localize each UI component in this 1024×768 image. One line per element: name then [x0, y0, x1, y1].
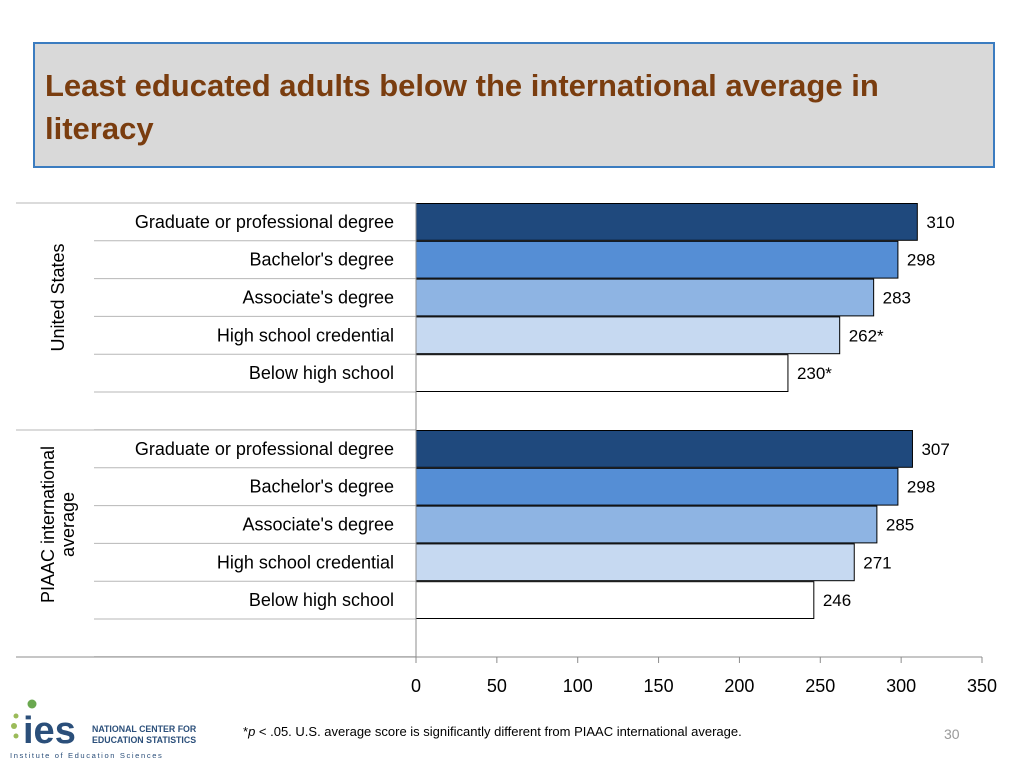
- x-tick-label: 200: [724, 676, 754, 696]
- group-label: average: [58, 492, 78, 557]
- category-label: Graduate or professional degree: [135, 212, 394, 232]
- category-label: Bachelor's degree: [249, 250, 394, 270]
- data-label: 298: [907, 478, 935, 497]
- x-tick-label: 300: [886, 676, 916, 696]
- bar-associate: [415, 278, 875, 317]
- data-label: 271: [863, 553, 891, 572]
- logo-line3: Institute of Education Sciences: [10, 751, 163, 760]
- logo-mark: ies: [23, 710, 76, 752]
- bar-associate: [415, 505, 878, 544]
- data-label: 310: [926, 213, 954, 232]
- bar-below: [415, 581, 815, 620]
- bar-below: [415, 354, 789, 393]
- footnote-star: *: [243, 724, 249, 739]
- logo-line1: NATIONAL CENTER FOR: [92, 724, 197, 734]
- category-label: Associate's degree: [242, 288, 394, 308]
- title-box: Least educated adults below the internat…: [33, 42, 995, 168]
- footnote-text: < .05. U.S. average score is significant…: [255, 724, 742, 739]
- x-tick-label: 100: [563, 676, 593, 696]
- data-label: 246: [823, 591, 851, 610]
- data-label: 307: [921, 440, 949, 459]
- data-label: 283: [883, 289, 911, 308]
- logo-line2: EDUCATION STATISTICS: [92, 735, 196, 745]
- group-label: United States: [48, 243, 68, 351]
- x-tick-label: 0: [411, 676, 421, 696]
- category-label: Below high school: [249, 363, 394, 383]
- x-tick-label: 350: [967, 676, 997, 696]
- page-number: 30: [944, 726, 960, 742]
- footnote-p: p: [248, 724, 256, 739]
- bar-graduate: [415, 203, 918, 241]
- x-tick-label: 50: [487, 676, 507, 696]
- bar-chart: Graduate or professional degree 310 Bachel…: [16, 202, 997, 696]
- data-label: 262*: [849, 326, 884, 345]
- category-label: Associate's degree: [242, 515, 394, 535]
- slide-title: Least educated adults below the internat…: [45, 68, 879, 146]
- logo-dots: [11, 699, 37, 739]
- bar-highschool: [415, 543, 855, 582]
- bar-bachelor: [415, 467, 899, 506]
- x-tick-label: 150: [644, 676, 674, 696]
- ies-logo: ies NATIONAL CENTER FOR EDUCATION STATIS…: [10, 699, 197, 760]
- data-label: 298: [907, 251, 935, 270]
- data-label: 230*: [797, 364, 832, 383]
- x-tick-label: 250: [805, 676, 835, 696]
- category-label: Graduate or professional degree: [135, 439, 394, 459]
- category-label: Bachelor's degree: [249, 477, 394, 497]
- group-label: PIAAC international: [38, 446, 58, 603]
- bar-highschool: [415, 316, 841, 355]
- bar-bachelor: [415, 240, 899, 279]
- bar-graduate: [415, 430, 913, 468]
- category-label: Below high school: [249, 590, 394, 610]
- data-label: 285: [886, 516, 914, 535]
- footnote: *p < .05. U.S. average score is signific…: [243, 724, 742, 739]
- category-label: High school credential: [217, 552, 394, 572]
- category-label: High school credential: [217, 325, 394, 345]
